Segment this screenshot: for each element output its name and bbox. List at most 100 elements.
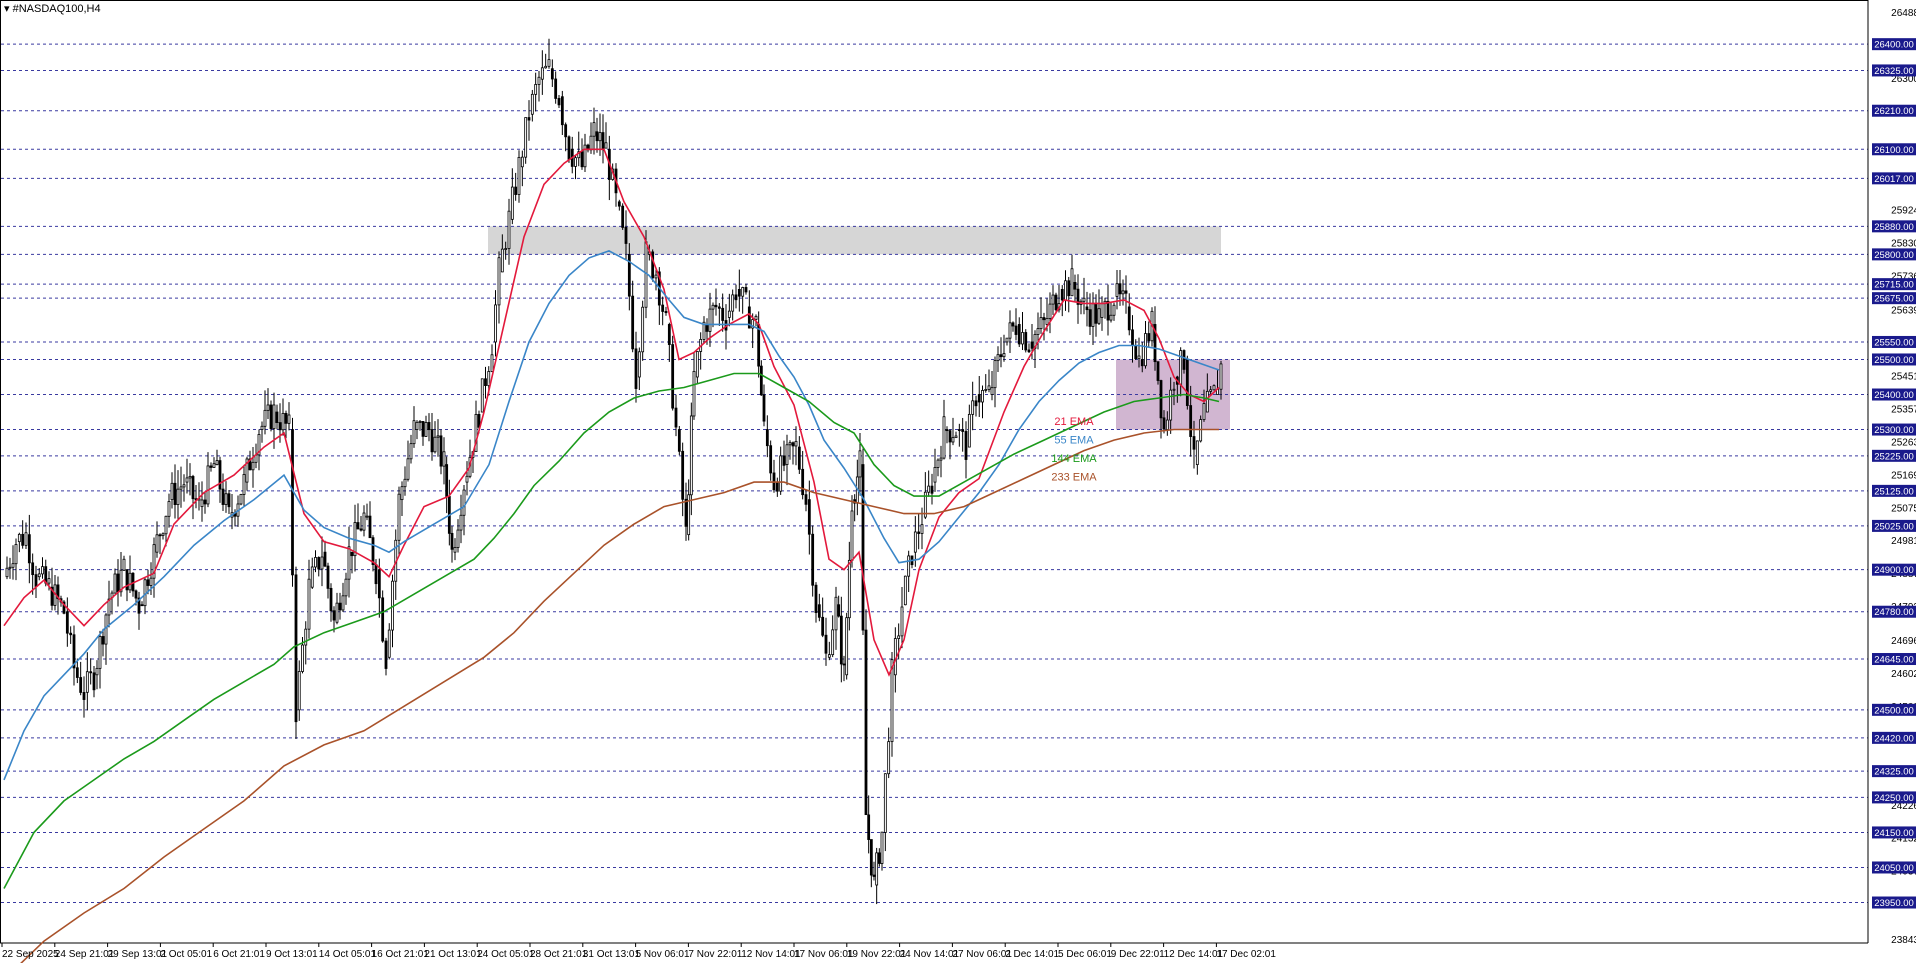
candle-body [923,491,927,518]
candle-body [1205,390,1209,413]
price-tick-label: 25639.65 [1891,306,1916,317]
level-label: 24900.00 [1874,565,1914,576]
level-label-box [1872,353,1916,366]
candle-body [741,287,745,297]
time-tick-label: 28 Oct 21:01 [530,949,588,960]
ema-line-233-ema [20,428,1219,963]
time-tick-label: 6 Oct 21:01 [213,949,265,960]
candle-body [520,156,524,168]
price-tick-label: 23843.00 [1891,935,1916,946]
candle-body [365,515,369,518]
candle-body [11,563,15,568]
candle-body [281,412,285,431]
candle-body [257,434,261,456]
candle-body [1067,280,1071,297]
candle-body [839,615,843,665]
time-tick-label: 12 Dec 14:01 [1164,949,1224,960]
time-tick-label: 5 Dec 06:01 [1058,949,1112,960]
candle-body [967,413,971,448]
candle-body [1162,417,1166,430]
price-tick-label: 26488.95 [1891,8,1916,19]
candle-body [269,404,273,429]
candle-body [287,414,291,424]
candle-body [974,400,978,407]
price-tick-label: 25169.40 [1891,470,1916,481]
candle-body [37,573,41,578]
candle-body [1051,294,1055,305]
time-tick-label: 27 Nov 06:01 [952,949,1012,960]
candle-body [769,445,773,474]
level-label-box [1872,292,1916,305]
candle-body [113,573,117,594]
candle-body [957,429,961,431]
candle-body [907,555,911,577]
candle-body [272,404,276,429]
candle-body [847,559,851,619]
candle-body [297,671,301,711]
candle-body [880,831,884,864]
candle-body [765,429,769,447]
candle-body [310,566,314,588]
level-label-box [1872,220,1916,233]
candle-body [128,572,132,591]
candle-body [705,324,709,332]
candle-body [1073,281,1077,290]
time-tick-label: 17 Dec 02:01 [1216,949,1276,960]
candle-body [85,671,89,693]
price-tick-label: 24696.30 [1891,636,1916,647]
candle-body [754,315,758,320]
candle-body [1045,318,1049,325]
candle-body [433,436,437,453]
candle-body [1124,290,1128,294]
candle-body [850,510,854,561]
candle-body [384,640,388,669]
legend-label: 144 EMA [1051,453,1097,465]
candle-body [359,528,363,531]
candle-body [1144,333,1147,367]
candle-body [215,460,219,465]
candle-body [524,117,528,158]
candle-body [814,584,818,614]
price-tick-label: 25357.50 [1891,404,1916,415]
candle-body [323,551,327,567]
candle-body [1054,294,1058,311]
candle-body [439,435,443,467]
candle-body [1042,317,1046,321]
candle-body [794,440,798,447]
level-label: 26210.00 [1874,106,1914,117]
candle-body [875,852,879,886]
candle-body [75,667,79,678]
candle-body [1106,300,1110,321]
candle-body [465,475,469,483]
price-tick-label: 25075.35 [1891,503,1916,514]
candle-body [534,84,538,95]
candle-body [421,421,425,437]
time-tick-label: 12 Nov 14:01 [741,949,801,960]
candle-body [775,481,779,492]
candle-body [580,151,584,168]
ema-line-21-ema [3,148,1220,677]
candle-body [654,274,658,279]
candle-body [397,493,401,541]
candle-body [631,295,635,350]
candle-body [788,442,792,446]
candle-body [817,604,821,618]
candle-body [954,435,958,439]
candle-body [785,444,789,465]
candle-body [842,663,846,666]
candle-body [1002,353,1006,358]
candle-body [1131,329,1134,346]
legend-label: 55 EMA [1054,435,1094,447]
candle-body [149,577,153,586]
candle-body [517,157,521,195]
candle-body [661,304,665,312]
level-label-box [1872,248,1916,261]
candle-body [804,494,808,505]
candle-body [72,634,76,669]
candle-body [1109,314,1113,321]
candle-body [651,251,655,279]
candle-body [913,531,917,553]
price-tick-label: 24226.05 [1891,801,1916,812]
